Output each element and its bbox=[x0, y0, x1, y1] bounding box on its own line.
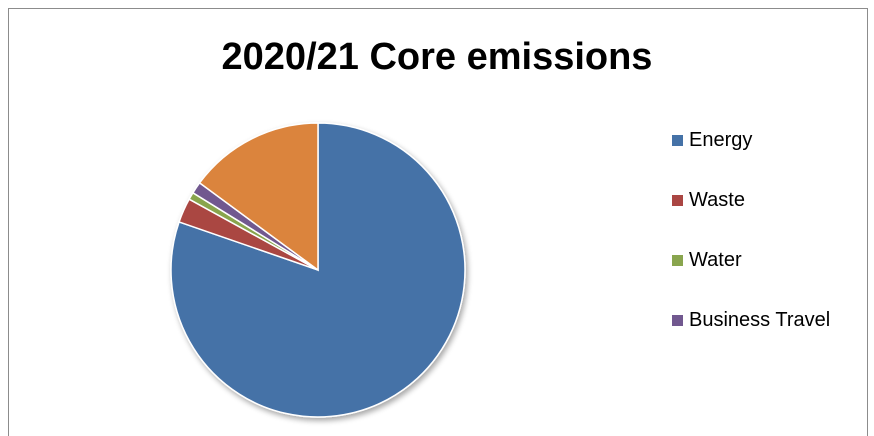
pie-slice-unlabeled-4 bbox=[198, 122, 319, 272]
legend-swatch bbox=[672, 194, 683, 206]
legend-swatch bbox=[672, 314, 683, 326]
legend-item-water: Water bbox=[672, 248, 742, 272]
legend-label: Waste bbox=[689, 188, 745, 211]
legend-swatch bbox=[672, 254, 683, 266]
legend-label: Water bbox=[689, 248, 742, 271]
legend-swatch bbox=[672, 134, 683, 146]
legend-item-energy: Energy bbox=[672, 128, 752, 152]
chart-title: 2020/21 Core emissions bbox=[221, 36, 653, 78]
legend-item-waste: Waste bbox=[672, 188, 745, 212]
legend-item-business-travel: Business Travel bbox=[672, 308, 830, 332]
legend-label: Energy bbox=[689, 128, 753, 151]
legend-label: Business Travel bbox=[689, 308, 831, 331]
